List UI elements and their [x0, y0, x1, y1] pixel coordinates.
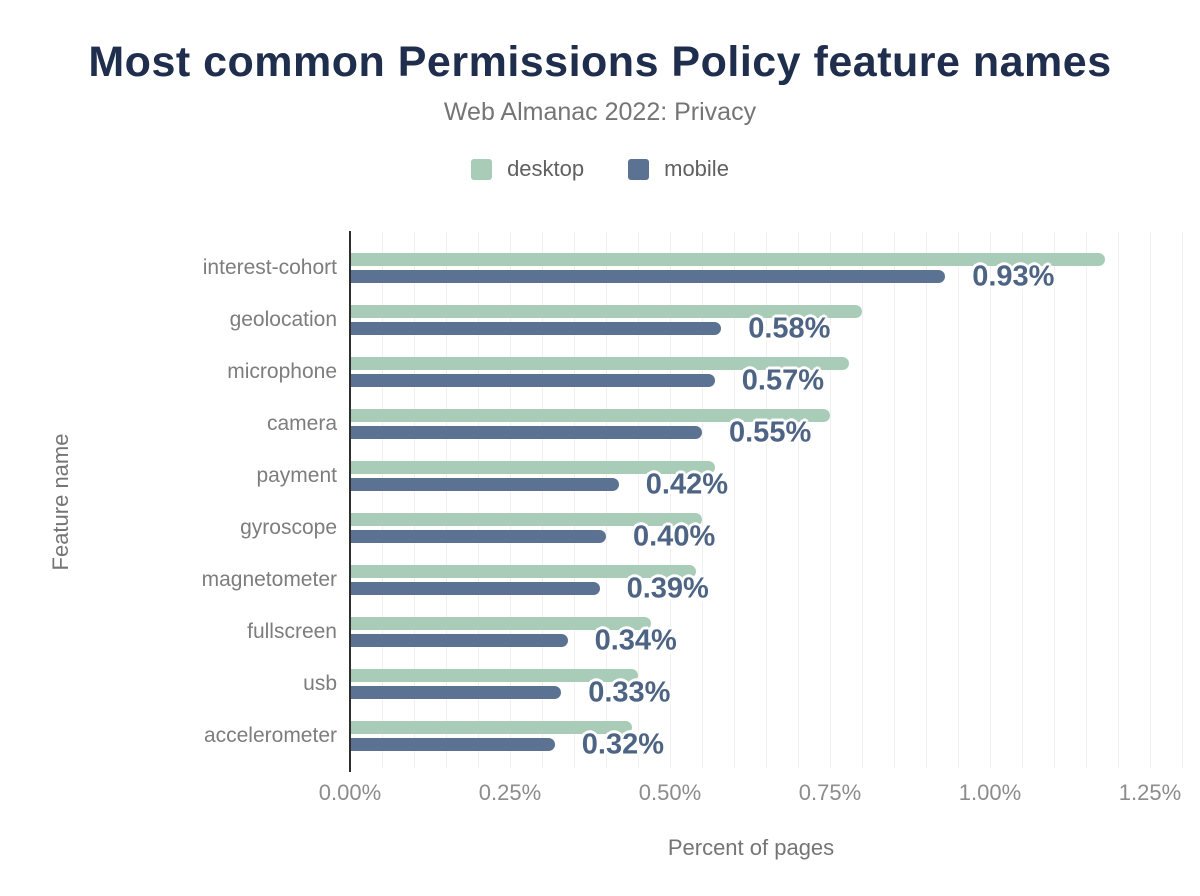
gridline	[926, 232, 927, 768]
desktop-bar-fullscreen	[351, 616, 651, 630]
category-label: fullscreen	[247, 619, 337, 643]
gridline	[1086, 232, 1087, 768]
x-tick-label: 0.25%	[478, 780, 542, 805]
mobile-bar-payment	[351, 477, 619, 491]
category-label: usb	[303, 671, 337, 695]
x-tick-label: 0.50%	[638, 780, 702, 805]
value-label: 0.55%	[729, 416, 812, 449]
value-label: 0.33%	[588, 676, 671, 709]
category-label: microphone	[227, 359, 337, 383]
desktop-bar-geolocation	[351, 304, 862, 318]
gridline	[382, 232, 383, 768]
x-tick-label: 0.00%	[318, 780, 382, 805]
gridline	[1150, 232, 1151, 768]
y-axis-title: Feature name	[48, 433, 73, 571]
x-tick-label: 1.00%	[958, 780, 1022, 805]
gridline	[766, 232, 767, 768]
gridline	[862, 232, 863, 768]
gridline	[1022, 232, 1023, 768]
desktop-bar-accelerometer	[351, 720, 632, 734]
desktop-bar-microphone	[351, 356, 850, 370]
desktop-bar-usb	[351, 668, 638, 682]
desktop-bar-gyroscope	[351, 512, 702, 526]
gridline	[510, 232, 511, 768]
category-label: gyroscope	[240, 515, 337, 539]
category-label: payment	[256, 463, 337, 487]
desktop-bar-interest-cohort	[351, 252, 1106, 266]
mobile-bar-fullscreen	[351, 633, 568, 647]
legend: desktop mobile	[0, 156, 1200, 182]
category-label: geolocation	[229, 307, 337, 331]
desktop-bar-camera	[351, 408, 830, 422]
gridline	[670, 232, 671, 768]
value-label: 0.93%	[972, 260, 1055, 292]
category-label: accelerometer	[203, 723, 337, 747]
gridline	[894, 232, 895, 768]
mobile-bar-magnetometer	[351, 581, 600, 595]
gridline	[958, 232, 959, 768]
value-label: 0.58%	[748, 312, 831, 345]
value-label: 0.34%	[594, 624, 677, 657]
gridline	[1182, 232, 1183, 768]
mobile-bar-microphone	[351, 373, 715, 387]
gridline	[702, 232, 703, 768]
legend-label-desktop: desktop	[507, 156, 585, 181]
category-label: magnetometer	[201, 567, 337, 591]
x-tick-label: 1.25%	[1118, 780, 1182, 805]
desktop-swatch-icon	[471, 158, 493, 180]
gridline	[446, 232, 447, 768]
gridline	[542, 232, 543, 768]
desktop-bar-magnetometer	[351, 564, 696, 578]
category-label: interest-cohort	[202, 255, 337, 279]
gridline	[414, 232, 415, 768]
gridline	[606, 232, 607, 768]
legend-label-mobile: mobile	[664, 156, 729, 181]
mobile-bar-camera	[351, 425, 702, 439]
x-axis-title: Percent of pages	[667, 835, 835, 860]
value-label: 0.42%	[645, 468, 729, 501]
gridline	[574, 232, 575, 768]
gridline	[990, 232, 991, 768]
desktop-bar-payment	[351, 460, 715, 474]
gridline	[1118, 232, 1119, 768]
value-label: 0.39%	[626, 572, 709, 605]
gridline	[638, 232, 639, 768]
gridline	[798, 232, 799, 768]
gridline	[478, 232, 479, 768]
value-label: 0.57%	[741, 364, 825, 397]
mobile-bar-interest-cohort	[351, 269, 946, 283]
mobile-bar-gyroscope	[351, 529, 606, 543]
y-axis-line	[349, 231, 351, 772]
mobile-bar-accelerometer	[351, 737, 555, 751]
mobile-bar-usb	[351, 685, 562, 699]
gridline	[1054, 232, 1055, 768]
value-label: 0.40%	[633, 520, 716, 553]
mobile-bar-geolocation	[351, 321, 722, 335]
category-label: camera	[266, 411, 337, 435]
gridline	[734, 232, 735, 768]
x-tick-label: 0.75%	[798, 780, 862, 805]
legend-item-desktop: desktop	[471, 156, 584, 182]
chart-subtitle: Web Almanac 2022: Privacy	[443, 98, 757, 126]
legend-item-mobile: mobile	[628, 156, 729, 182]
mobile-swatch-icon	[628, 158, 650, 180]
chart-title: Most common Permissions Policy feature n…	[88, 38, 1112, 86]
gridline	[830, 232, 831, 768]
value-label: 0.32%	[581, 728, 665, 761]
